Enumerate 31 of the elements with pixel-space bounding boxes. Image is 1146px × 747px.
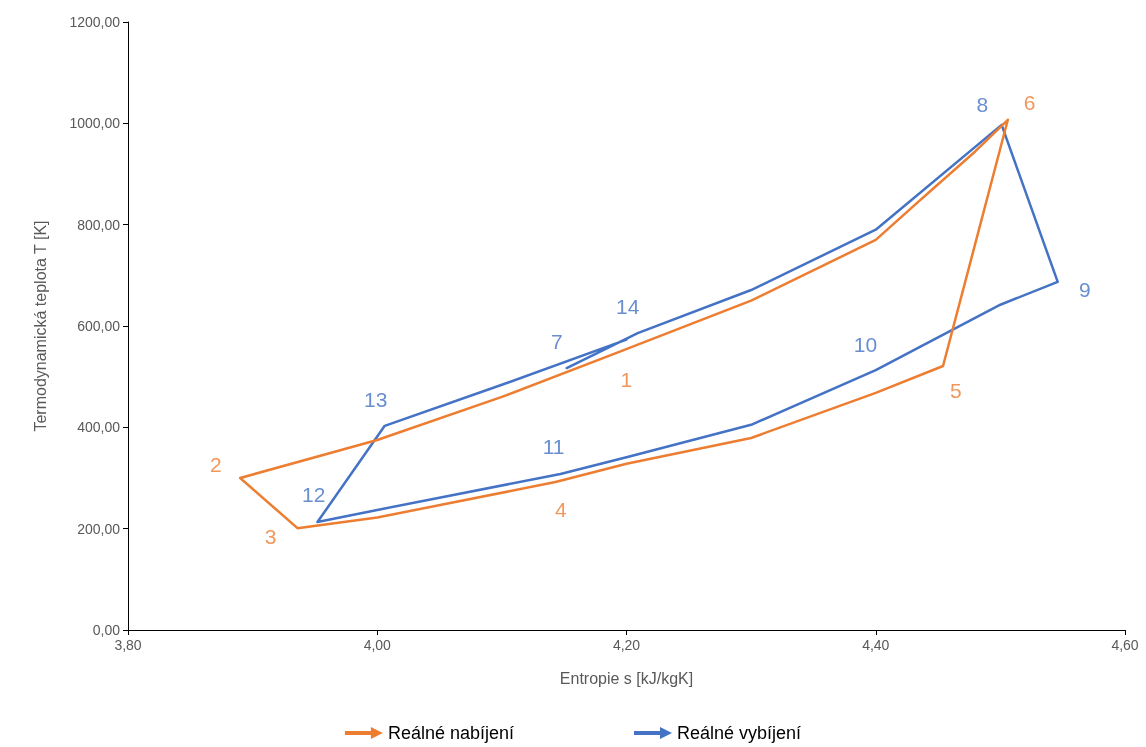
annotation: 2 bbox=[209, 452, 222, 476]
x-tick-label: 4,20 bbox=[612, 637, 641, 653]
y-tick-label: 200,00 bbox=[77, 520, 121, 537]
legend-label: Reálné vybíjení bbox=[677, 723, 802, 743]
annotation: 5 bbox=[950, 379, 962, 403]
y-tick-label: 0,00 bbox=[92, 622, 121, 638]
y-tick-label: 600,00 bbox=[77, 318, 121, 334]
x-tick-label: 4,60 bbox=[1111, 637, 1139, 653]
annotation: 9 bbox=[1078, 277, 1091, 301]
line-series bbox=[238, 118, 1010, 530]
y-tick-label: 800,00 bbox=[77, 216, 121, 233]
x-axis-title: Entropie s [kJ/kgK] bbox=[559, 669, 694, 687]
annotation: 14 bbox=[616, 295, 640, 319]
y-tick-label: 1200,00 bbox=[69, 14, 121, 30]
annotation: 13 bbox=[364, 387, 388, 411]
legend-label: Reálné nabíjení bbox=[387, 723, 515, 743]
x-tick-label: 4,40 bbox=[862, 637, 890, 653]
annotation: 3 bbox=[264, 524, 277, 548]
annotation: 1 bbox=[620, 367, 633, 391]
annotation: 7 bbox=[550, 330, 563, 354]
x-tick-label: 4,00 bbox=[363, 637, 392, 653]
y-tick-label: 1000,00 bbox=[69, 115, 121, 132]
y-axis-title: Termodynamická teplota T [K] bbox=[31, 220, 49, 432]
y-tick-label: 400,00 bbox=[77, 419, 121, 436]
x-tick-label: 3,80 bbox=[114, 637, 142, 653]
annotation: 6 bbox=[1023, 90, 1036, 114]
annotation: 12 bbox=[302, 482, 326, 506]
annotation: 8 bbox=[976, 93, 989, 117]
annotation: 11 bbox=[542, 435, 565, 459]
annotation: 10 bbox=[853, 332, 878, 356]
annotation: 4 bbox=[554, 498, 567, 522]
